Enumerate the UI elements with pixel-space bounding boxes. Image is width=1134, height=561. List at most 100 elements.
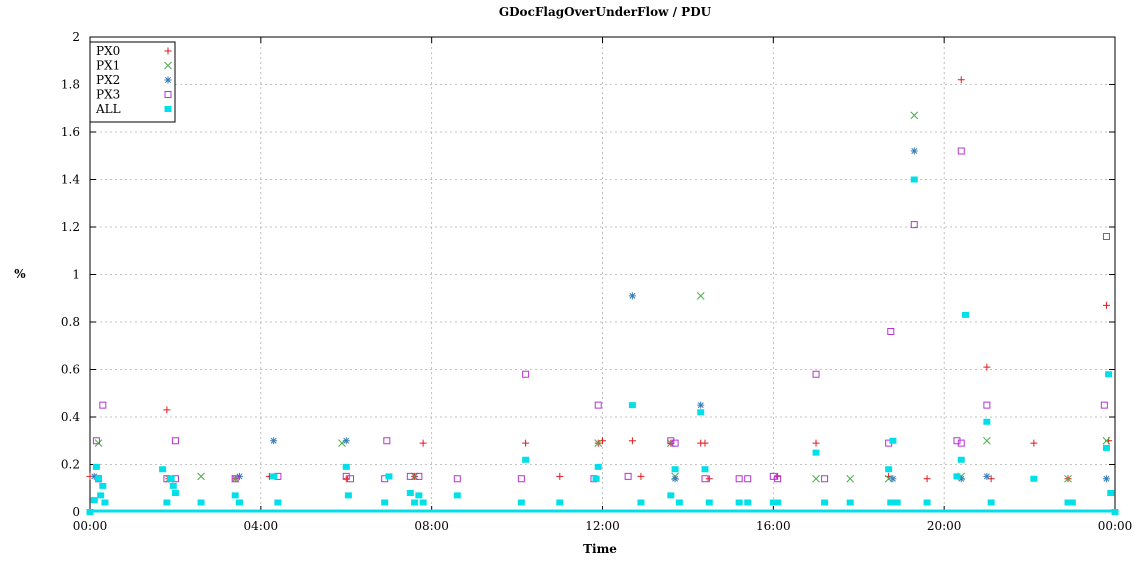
data-point-all [962, 311, 970, 318]
x-tick-label: 16:00 [756, 519, 791, 533]
data-point-all [637, 499, 645, 506]
data-point-px3 [415, 472, 423, 480]
y-tick-label: 1.8 [61, 78, 80, 92]
data-point-px3 [406, 472, 414, 480]
data-point-all [159, 466, 167, 473]
data-point-px3 [774, 475, 782, 483]
data-point-all [697, 409, 705, 416]
data-point-all [1102, 444, 1110, 451]
y-axis-label: % [14, 267, 26, 281]
data-point-all [701, 466, 709, 473]
data-point-px1 [696, 292, 705, 300]
legend-marker-px3 [164, 91, 172, 98]
data-point-all [415, 492, 423, 499]
data-point-px0 [957, 76, 965, 84]
data-point-all [270, 473, 278, 480]
data-point-px3 [769, 472, 777, 480]
x-tick-label: 04:00 [244, 519, 279, 533]
data-point-px3 [517, 475, 525, 483]
y-tick-label: 1 [72, 268, 80, 282]
data-point-all [167, 475, 175, 482]
legend-label: PX1 [96, 59, 120, 73]
data-point-all [889, 437, 897, 444]
data-point-all [1064, 499, 1072, 506]
data-point-px2 [697, 401, 705, 409]
data-point-all [344, 492, 352, 499]
data-point-all [1030, 475, 1038, 482]
data-point-all [197, 499, 205, 506]
data-point-all [1107, 490, 1115, 496]
data-point-px0 [342, 475, 350, 483]
data-point-all [235, 499, 243, 506]
data-point-all [99, 482, 107, 489]
data-point-px0 [628, 437, 636, 445]
data-point-all [231, 492, 239, 499]
data-point-px0 [701, 439, 709, 447]
data-point-px2 [671, 475, 679, 483]
data-points [86, 76, 1119, 515]
data-point-all [163, 499, 171, 506]
data-point-px3 [812, 370, 820, 378]
data-point-all [812, 449, 820, 456]
data-point-px3 [953, 437, 961, 445]
y-tick-label: 0 [72, 505, 80, 519]
data-point-all [923, 499, 931, 506]
data-point-px1 [846, 474, 855, 483]
data-point-px3 [453, 475, 461, 483]
data-point-all [675, 499, 683, 506]
data-point-px3 [983, 401, 991, 409]
data-point-px3 [821, 475, 829, 483]
data-point-all [910, 176, 918, 183]
data-point-px3 [522, 370, 530, 378]
data-point-all [671, 466, 679, 473]
data-point-px3 [99, 401, 107, 409]
data-point-all [381, 499, 389, 506]
x-tick-label: 00:00 [73, 519, 108, 533]
data-point-all [556, 499, 564, 506]
data-point-px1 [666, 439, 675, 447]
data-point-all [983, 418, 991, 425]
data-point-px2 [270, 437, 278, 445]
data-point-all [517, 499, 525, 506]
data-point-px3 [887, 328, 895, 335]
data-point-px1 [594, 439, 603, 447]
data-point-px3 [744, 475, 752, 483]
data-point-px1 [1102, 436, 1111, 445]
data-point-px3 [92, 437, 100, 445]
data-point-all [774, 499, 782, 506]
y-tick-label: 1.2 [61, 220, 80, 234]
data-point-px2 [235, 472, 243, 480]
data-point-all [169, 482, 177, 489]
legend-label: ALL [95, 102, 121, 116]
legend-marker-all [164, 106, 172, 112]
data-point-all [1111, 509, 1119, 515]
x-tick-label: 00:00 [1098, 519, 1133, 533]
data-point-all [987, 499, 995, 506]
data-point-all [744, 499, 752, 506]
data-point-px1 [410, 472, 419, 481]
data-point-all [846, 499, 854, 506]
x-tick-label: 20:00 [927, 519, 962, 533]
data-point-all [893, 499, 901, 506]
data-point-px3 [667, 437, 675, 445]
y-tick-label: 2 [72, 30, 80, 44]
legend-marker-px0 [164, 47, 172, 55]
data-point-px3 [594, 401, 602, 409]
y-tick-label: 0.4 [61, 410, 80, 424]
data-point-all [957, 456, 965, 463]
data-point-all [953, 473, 961, 480]
legend-marker-px2 [164, 76, 172, 84]
data-point-px3 [231, 475, 239, 483]
data-point-all [887, 499, 895, 506]
data-point-px3 [342, 472, 350, 480]
data-point-all [769, 499, 777, 506]
data-point-all [453, 492, 461, 499]
data-point-all [342, 463, 350, 470]
x-tick-label: 08:00 [414, 519, 449, 533]
legend-marker-px1 [164, 61, 172, 70]
data-point-px2 [910, 147, 918, 155]
data-point-px0 [812, 439, 820, 447]
